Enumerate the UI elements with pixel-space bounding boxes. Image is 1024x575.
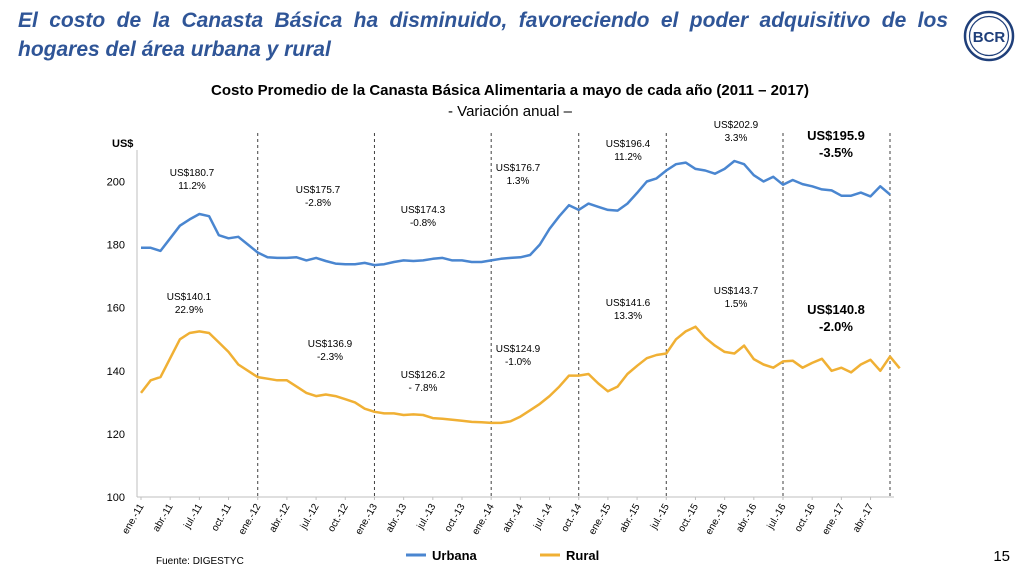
- annotation-rural: US$140.8 -2.0%: [807, 302, 865, 334]
- annotation-change: -3.5%: [819, 145, 853, 160]
- annotation-urbana: US$202.9 3.3%: [714, 120, 759, 144]
- y-tick-label: 200: [107, 177, 125, 189]
- annotation-rural: US$143.7 1.5%: [714, 286, 759, 310]
- annotation-rural: US$124.9 -1.0%: [496, 344, 541, 368]
- bcr-logo: BCR: [963, 10, 1015, 62]
- annotation-value: US$140.8: [807, 302, 865, 317]
- x-tick-label: oct.-16: [793, 502, 818, 534]
- annotation-value: US$175.7: [296, 185, 341, 196]
- y-tick-label: 180: [107, 240, 125, 252]
- chart-subtitle: - Variación anual –: [448, 103, 572, 120]
- annotation-urbana: US$196.4 11.2%: [606, 139, 651, 163]
- x-tick-label: abr.-17: [851, 502, 876, 535]
- x-tick-label: oct.-13: [443, 502, 468, 534]
- annotation-value: US$136.9: [308, 339, 353, 350]
- annotation-rural: US$126.2 - 7.8%: [401, 370, 446, 394]
- chart-title: Costo Promedio de la Canasta Básica Alim…: [210, 82, 810, 99]
- legend-label-rural: Rural: [566, 548, 599, 563]
- annotation-rural: US$140.1 22.9%: [167, 292, 212, 316]
- annotation-rural: US$136.9 -2.3%: [308, 339, 353, 363]
- annotation-value: US$176.7: [496, 163, 541, 174]
- x-tick-label: abr.-13: [384, 502, 409, 535]
- x-tick-label: jul.-13: [415, 502, 439, 532]
- annotation-value: US$202.9: [714, 120, 759, 131]
- y-tick-label: 100: [107, 492, 125, 504]
- x-tick-label: ene.-15: [587, 502, 614, 537]
- x-tick-label: jul.-14: [531, 502, 555, 532]
- annotation-urbana: US$175.7 -2.8%: [296, 185, 341, 209]
- annotation-value: US$196.4: [606, 139, 651, 150]
- y-axis-label: US$: [112, 138, 133, 150]
- x-tick-label: ene.-17: [820, 502, 847, 537]
- x-tick-label: abr.-15: [618, 502, 643, 535]
- annotation-urbana: US$195.9 -3.5%: [807, 128, 865, 160]
- x-tick-label: abr.-16: [734, 502, 759, 535]
- x-tick-label: jul.-15: [648, 502, 672, 532]
- x-tick-label: ene.-12: [237, 502, 264, 537]
- annotation-change: -2.0%: [819, 319, 853, 334]
- annotation-change: -0.8%: [410, 218, 436, 229]
- annotation-change: 22.9%: [175, 305, 203, 316]
- annotation-change: 13.3%: [614, 311, 642, 322]
- annotation-change: -2.8%: [305, 198, 331, 209]
- annotation-value: US$141.6: [606, 298, 651, 309]
- x-tick-label: jul.-11: [182, 502, 205, 532]
- x-tick-label: abr.-11: [151, 502, 176, 534]
- x-tick-label: oct.-15: [676, 502, 701, 534]
- x-tick-label: ene.-11: [120, 502, 146, 537]
- annotation-value: US$195.9: [807, 128, 865, 143]
- annotation-value: US$180.7: [170, 168, 215, 179]
- annotation-value: US$126.2: [401, 370, 446, 381]
- y-tick-label: 160: [107, 303, 125, 315]
- source-note: Fuente: DIGESTYC: [156, 556, 244, 567]
- x-tick-label: ene.-13: [354, 502, 381, 537]
- x-tick-label: oct.-14: [560, 502, 585, 534]
- x-tick-label: abr.-14: [501, 502, 526, 535]
- annotation-value: US$174.3: [401, 205, 446, 216]
- page-number: 15: [993, 548, 1010, 565]
- y-tick-label: 140: [107, 366, 125, 378]
- annotation-change: 1.5%: [725, 299, 748, 310]
- legend-label-urbana: Urbana: [432, 548, 478, 563]
- annotation-change: -1.0%: [505, 357, 531, 368]
- annotation-value: US$124.9: [496, 344, 541, 355]
- annotation-urbana: US$180.7 11.2%: [170, 168, 215, 192]
- annotation-change: -2.3%: [317, 352, 343, 363]
- annotation-change: 11.2%: [614, 152, 642, 163]
- x-tick-label: ene.-16: [704, 502, 731, 537]
- series-line-urbana: [141, 159, 891, 267]
- annotation-urbana: US$176.7 1.3%: [496, 163, 541, 187]
- annotation-rural: US$141.6 13.3%: [606, 298, 651, 322]
- annotation-change: 11.2%: [178, 181, 206, 192]
- slide-headline: El costo de la Canasta Básica ha disminu…: [18, 9, 948, 61]
- x-tick-label: ene.-14: [470, 502, 497, 537]
- logo-text: BCR: [973, 29, 1006, 46]
- annotation-change: 3.3%: [725, 133, 748, 144]
- annotation-urbana: US$174.3 -0.8%: [401, 205, 446, 229]
- x-tick-label: oct.-12: [326, 502, 351, 534]
- x-tick-label: oct.-11: [210, 502, 235, 534]
- annotation-change: - 7.8%: [409, 383, 438, 394]
- x-tick-label: abr.-12: [267, 502, 292, 535]
- annotation-change: 1.3%: [507, 176, 530, 187]
- y-tick-label: 120: [107, 429, 125, 441]
- annotation-value: US$140.1: [167, 292, 212, 303]
- x-tick-label: jul.-12: [298, 502, 322, 532]
- annotation-value: US$143.7: [714, 286, 759, 297]
- x-tick-label: jul.-16: [765, 502, 789, 532]
- series-line-rural: [140, 325, 901, 425]
